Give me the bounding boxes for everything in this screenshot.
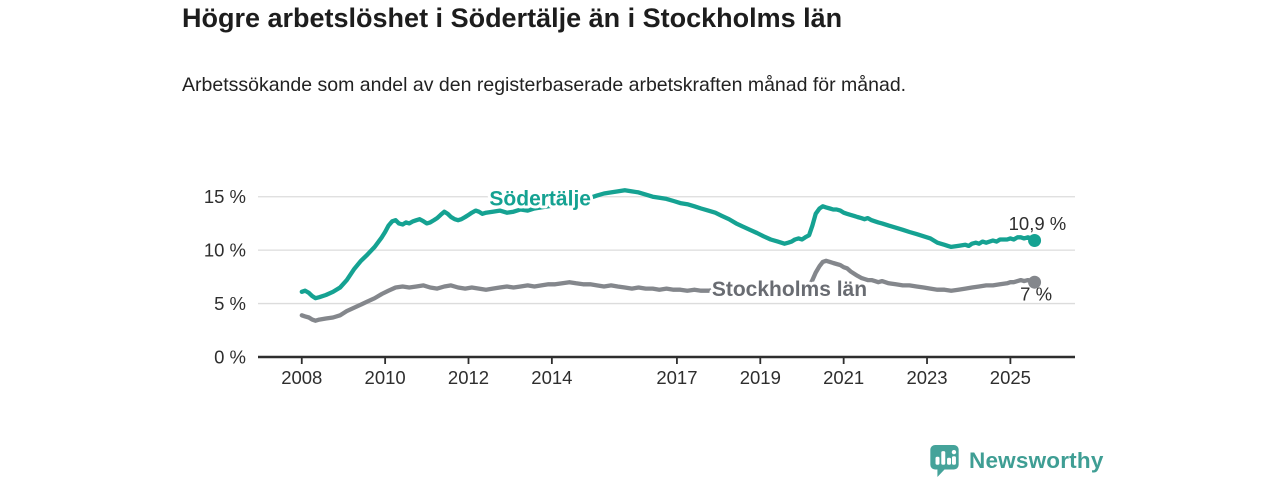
chart-subtitle: Arbetssökande som andel av den registerb…: [182, 74, 907, 96]
x-tick-label: 2008: [281, 367, 322, 388]
newsworthy-brand: Newsworthy: [929, 444, 1104, 478]
series-line-stockholms-lan: [299, 258, 1037, 323]
x-tick-label: 2012: [448, 367, 489, 388]
x-tick-label: 2010: [365, 367, 406, 388]
logo-bar-medium: [947, 457, 952, 465]
x-tick-label: 2017: [656, 367, 697, 388]
x-tick-label: 2021: [823, 367, 864, 388]
x-tick-label: 2025: [990, 367, 1031, 388]
x-tick-label: 2023: [906, 367, 947, 388]
newsworthy-logo-icon: [930, 444, 959, 478]
logo-bar-short: [935, 456, 940, 465]
x-tick-label: 2019: [740, 367, 781, 388]
series-line-sodertalje: [299, 188, 1037, 301]
series-end-value-sodertalje: 10,9 %: [1009, 213, 1067, 234]
chart-title: Högre arbetslöshet i Södertälje än i Sto…: [182, 3, 843, 33]
logo-exclamation-dot: [951, 449, 957, 455]
logo-exclamation-bar: [951, 456, 956, 465]
newsworthy-brand-name: Newsworthy: [969, 448, 1104, 473]
y-tick-label: 10 %: [204, 240, 246, 261]
series-label-stockholms-lan: Stockholms län: [712, 278, 867, 301]
y-tick-label: 5 %: [214, 293, 246, 314]
series-label-sodertalje: Södertälje: [489, 187, 591, 210]
logo-bar-tall: [941, 451, 946, 465]
series-end-dot-stockholms-lan: [1028, 275, 1042, 289]
y-tick-label: 0 %: [214, 347, 246, 368]
y-tick-label: 15 %: [204, 186, 246, 207]
x-tick-label: 2014: [531, 367, 572, 388]
series-end-dot-sodertalje: [1028, 234, 1042, 248]
